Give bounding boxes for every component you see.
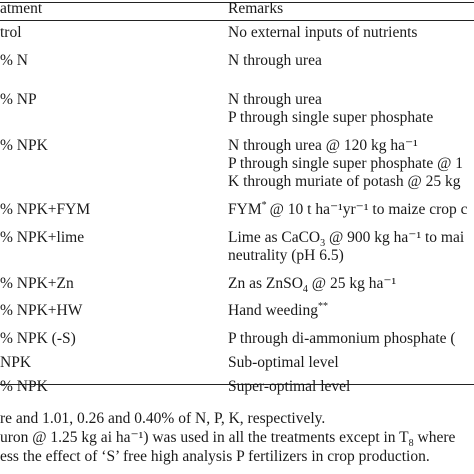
footnote-line-2-post: where bbox=[413, 429, 456, 446]
remarks-npk-line3: K through muriate of potash @ 25 kg bbox=[228, 173, 461, 190]
treatment-sub-optimal: NPK bbox=[0, 354, 32, 371]
remarks-npk-fym: FYM* @ 10 t ha⁻¹yr⁻¹ to maize crop c bbox=[228, 199, 468, 219]
treatment-npk-minus-s: % NPK (-S) bbox=[0, 330, 76, 347]
table-bottom-rule bbox=[0, 384, 474, 385]
footnote-line-2-pre: uron @ 1.25 kg ai ha⁻¹) was used in all … bbox=[0, 429, 409, 446]
remarks-npk-line2: P through single super phosphate @ 1 bbox=[228, 155, 463, 172]
footnote-line-2-sub: 8 bbox=[408, 438, 414, 450]
treatment-control: trol bbox=[0, 24, 22, 41]
remarks-npk-zn-sub: 4 bbox=[302, 284, 308, 296]
remarks-npk-fym-post: @ 10 t ha⁻¹yr⁻¹ to maize crop c bbox=[269, 201, 468, 218]
remarks-npk-lime-sub: 3 bbox=[320, 238, 326, 250]
remarks-npk-fym-pre: FYM bbox=[228, 201, 262, 218]
treatment-n: % N bbox=[0, 52, 28, 69]
remarks-npk-lime-post: @ 900 kg ha⁻¹ to mai bbox=[325, 229, 465, 246]
remarks-npk-hw-sup: ** bbox=[317, 300, 328, 312]
remarks-npk-lime-line1: Lime as CaCO3 @ 900 kg ha⁻¹ to mai bbox=[228, 229, 465, 250]
remarks-sub-optimal: Sub-optimal level bbox=[228, 354, 339, 371]
treatment-np: % NP bbox=[0, 91, 37, 108]
remarks-npk-zn-pre: Zn as ZnSO bbox=[228, 275, 303, 292]
remarks-npk-line1: N through urea @ 120 kg ha⁻¹ bbox=[228, 137, 418, 154]
treatment-npk-fym: % NPK+FYM bbox=[0, 201, 91, 218]
remarks-npk-zn: Zn as ZnSO4 @ 25 kg ha⁻¹ bbox=[228, 275, 397, 296]
treatment-npk-lime: % NPK+lime bbox=[0, 229, 85, 246]
remarks-npk-lime-line2: neutrality (pH 6.5) bbox=[228, 247, 344, 264]
remarks-np-line2: P through single super phosphate bbox=[228, 109, 434, 126]
treatment-npk-zn: % NPK+Zn bbox=[0, 275, 74, 292]
footnote-line-3: ess the effect of ‘S’ free high analysis… bbox=[0, 448, 430, 465]
header-remarks: Remarks bbox=[228, 0, 284, 17]
treatment-super-optimal: % NPK bbox=[0, 378, 48, 395]
remarks-control: No external inputs of nutrients bbox=[228, 24, 418, 41]
header-treatment: atment bbox=[0, 0, 43, 17]
remarks-n: N through urea bbox=[228, 52, 322, 69]
remarks-npk-lime-pre: Lime as CaCO bbox=[228, 229, 321, 246]
footnote-line-2: uron @ 1.25 kg ai ha⁻¹) was used in all … bbox=[0, 429, 456, 450]
table-top-rule bbox=[0, 2, 474, 3]
treatment-npk-hw: % NPK+HW bbox=[0, 302, 83, 319]
remarks-np-line1: N through urea bbox=[228, 91, 322, 108]
remarks-npk-minus-s: P through di-ammonium phosphate ( bbox=[228, 330, 456, 347]
remarks-npk-zn-post: @ 25 kg ha⁻¹ bbox=[307, 275, 397, 292]
remarks-npk-hw-pre: Hand weeding bbox=[228, 302, 318, 319]
header-rule bbox=[0, 20, 474, 21]
remarks-super-optimal: Super-optimal level bbox=[228, 378, 351, 395]
remarks-npk-hw: Hand weeding** bbox=[228, 300, 328, 320]
treatment-npk: % NPK bbox=[0, 137, 48, 154]
footnote-line-1: re and 1.01, 0.26 and 0.40% of N, P, K, … bbox=[0, 410, 326, 427]
remarks-npk-fym-sup: * bbox=[261, 199, 267, 211]
